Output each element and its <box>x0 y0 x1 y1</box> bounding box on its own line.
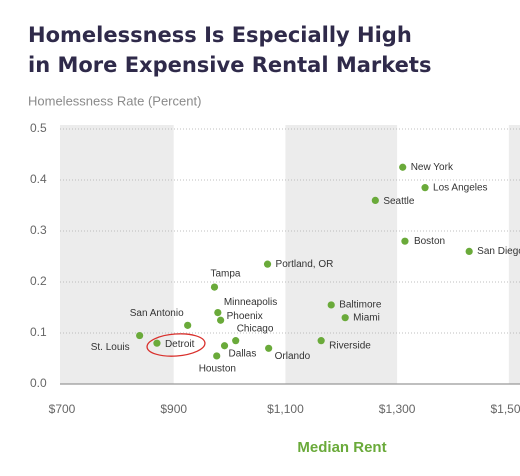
point <box>421 184 429 192</box>
point-label: Chicago <box>237 323 274 334</box>
point-label: Tampa <box>210 269 240 280</box>
point <box>232 337 240 345</box>
band <box>285 125 398 384</box>
point-label: Houston <box>199 364 236 375</box>
x-tick-label: $1,100 <box>267 402 304 416</box>
point-label: Boston <box>414 236 445 247</box>
point <box>327 301 335 309</box>
highlight-circle <box>146 333 206 357</box>
point <box>317 337 325 345</box>
point-label: Riverside <box>329 340 371 351</box>
y-tick-label: 0.0 <box>30 376 47 390</box>
point-label: Los Angeles <box>433 182 488 193</box>
x-tick-label: $900 <box>160 402 187 416</box>
x-tick-label: $1,500 <box>490 402 520 416</box>
point <box>265 344 273 352</box>
point <box>210 283 219 291</box>
point-label: San Diego <box>477 246 520 257</box>
point <box>263 260 272 268</box>
band <box>508 125 520 384</box>
point-label: New York <box>411 162 454 173</box>
point-label: Orlando <box>275 351 311 362</box>
y-tick-label: 0.2 <box>30 274 47 288</box>
y-tick-label: 0.3 <box>30 223 47 237</box>
point-label: St. Louis <box>91 342 130 353</box>
point <box>213 352 221 360</box>
point <box>371 196 379 204</box>
point <box>217 316 225 324</box>
point <box>401 237 409 245</box>
point <box>341 314 349 322</box>
x-tick-label: $700 <box>49 402 76 416</box>
point-label: Seattle <box>383 196 415 207</box>
point-label: Miami <box>353 312 380 323</box>
point <box>220 342 229 350</box>
point-label: Dallas <box>229 348 257 359</box>
point <box>465 247 473 255</box>
point <box>136 331 144 340</box>
point <box>153 339 161 347</box>
point-label: Detroit <box>165 339 195 350</box>
point <box>214 309 222 317</box>
x-axis-label: Median Rent <box>297 439 386 456</box>
point-label: Portland, OR <box>276 259 334 270</box>
point-label: San Antonio <box>130 308 184 319</box>
point <box>184 321 192 329</box>
y-axis-label: Homelessness Rate (Percent) <box>28 93 201 108</box>
chart-title-line: in More Expensive Rental Markets <box>28 53 431 77</box>
chart-title-line: Homelessness Is Especially High <box>28 23 412 47</box>
point-label: Minneapolis <box>224 297 277 308</box>
point <box>399 163 407 171</box>
x-tick-label: $1,300 <box>379 402 416 416</box>
point-label: Baltimore <box>339 300 382 311</box>
y-tick-label: 0.4 <box>30 172 47 186</box>
y-tick-label: 0.1 <box>30 325 47 339</box>
y-tick-label: 0.5 <box>30 121 47 135</box>
point-label: Phoenix <box>227 311 263 322</box>
background-bands <box>60 125 520 384</box>
